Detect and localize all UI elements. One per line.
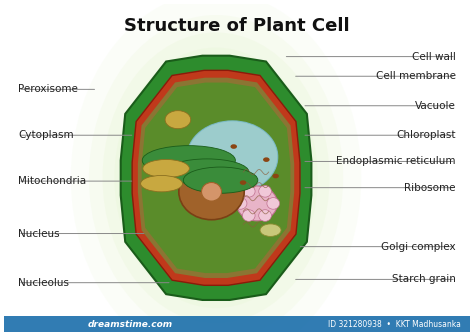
Ellipse shape [102, 33, 329, 323]
Text: Golgi complex: Golgi complex [381, 242, 456, 252]
Text: ID 321280938  •  KKT Madhusanka: ID 321280938 • KKT Madhusanka [328, 320, 461, 329]
Ellipse shape [201, 182, 221, 201]
Ellipse shape [143, 160, 190, 177]
Circle shape [230, 144, 237, 149]
Text: Chloroplast: Chloroplast [396, 130, 456, 140]
Ellipse shape [89, 15, 343, 336]
Text: dreamstime.com: dreamstime.com [88, 320, 173, 329]
Text: Peroxisome: Peroxisome [18, 84, 78, 94]
Polygon shape [132, 70, 300, 285]
Ellipse shape [237, 186, 277, 221]
Ellipse shape [259, 185, 272, 197]
Text: Endoplasmic reticulum: Endoplasmic reticulum [337, 157, 456, 166]
Ellipse shape [183, 167, 258, 193]
Text: Vacuole: Vacuole [415, 101, 456, 111]
Circle shape [273, 174, 279, 178]
Ellipse shape [165, 159, 249, 185]
Ellipse shape [179, 164, 244, 220]
Ellipse shape [234, 198, 247, 209]
Circle shape [240, 180, 246, 185]
Text: Nucleus: Nucleus [18, 228, 60, 239]
Text: Cell wall: Cell wall [412, 52, 456, 61]
Polygon shape [121, 56, 311, 300]
Ellipse shape [165, 111, 191, 129]
Ellipse shape [114, 48, 318, 308]
Polygon shape [142, 83, 291, 273]
Ellipse shape [260, 224, 281, 237]
Text: Mitochondria: Mitochondria [18, 176, 86, 186]
Circle shape [263, 157, 270, 162]
Ellipse shape [259, 210, 272, 221]
Bar [4, 316, 470, 336]
Ellipse shape [242, 210, 255, 221]
Ellipse shape [71, 0, 361, 336]
Text: Cytoplasm: Cytoplasm [18, 130, 74, 140]
Ellipse shape [142, 145, 236, 175]
Ellipse shape [187, 121, 278, 193]
Text: Ribosome: Ribosome [404, 183, 456, 193]
Polygon shape [138, 78, 294, 278]
Text: Structure of Plant Cell: Structure of Plant Cell [124, 17, 350, 35]
Text: Starch grain: Starch grain [392, 275, 456, 284]
Text: Cell membrane: Cell membrane [376, 71, 456, 81]
Ellipse shape [141, 175, 182, 192]
Ellipse shape [267, 198, 280, 209]
Text: Nucleolus: Nucleolus [18, 278, 69, 288]
Ellipse shape [242, 185, 255, 197]
